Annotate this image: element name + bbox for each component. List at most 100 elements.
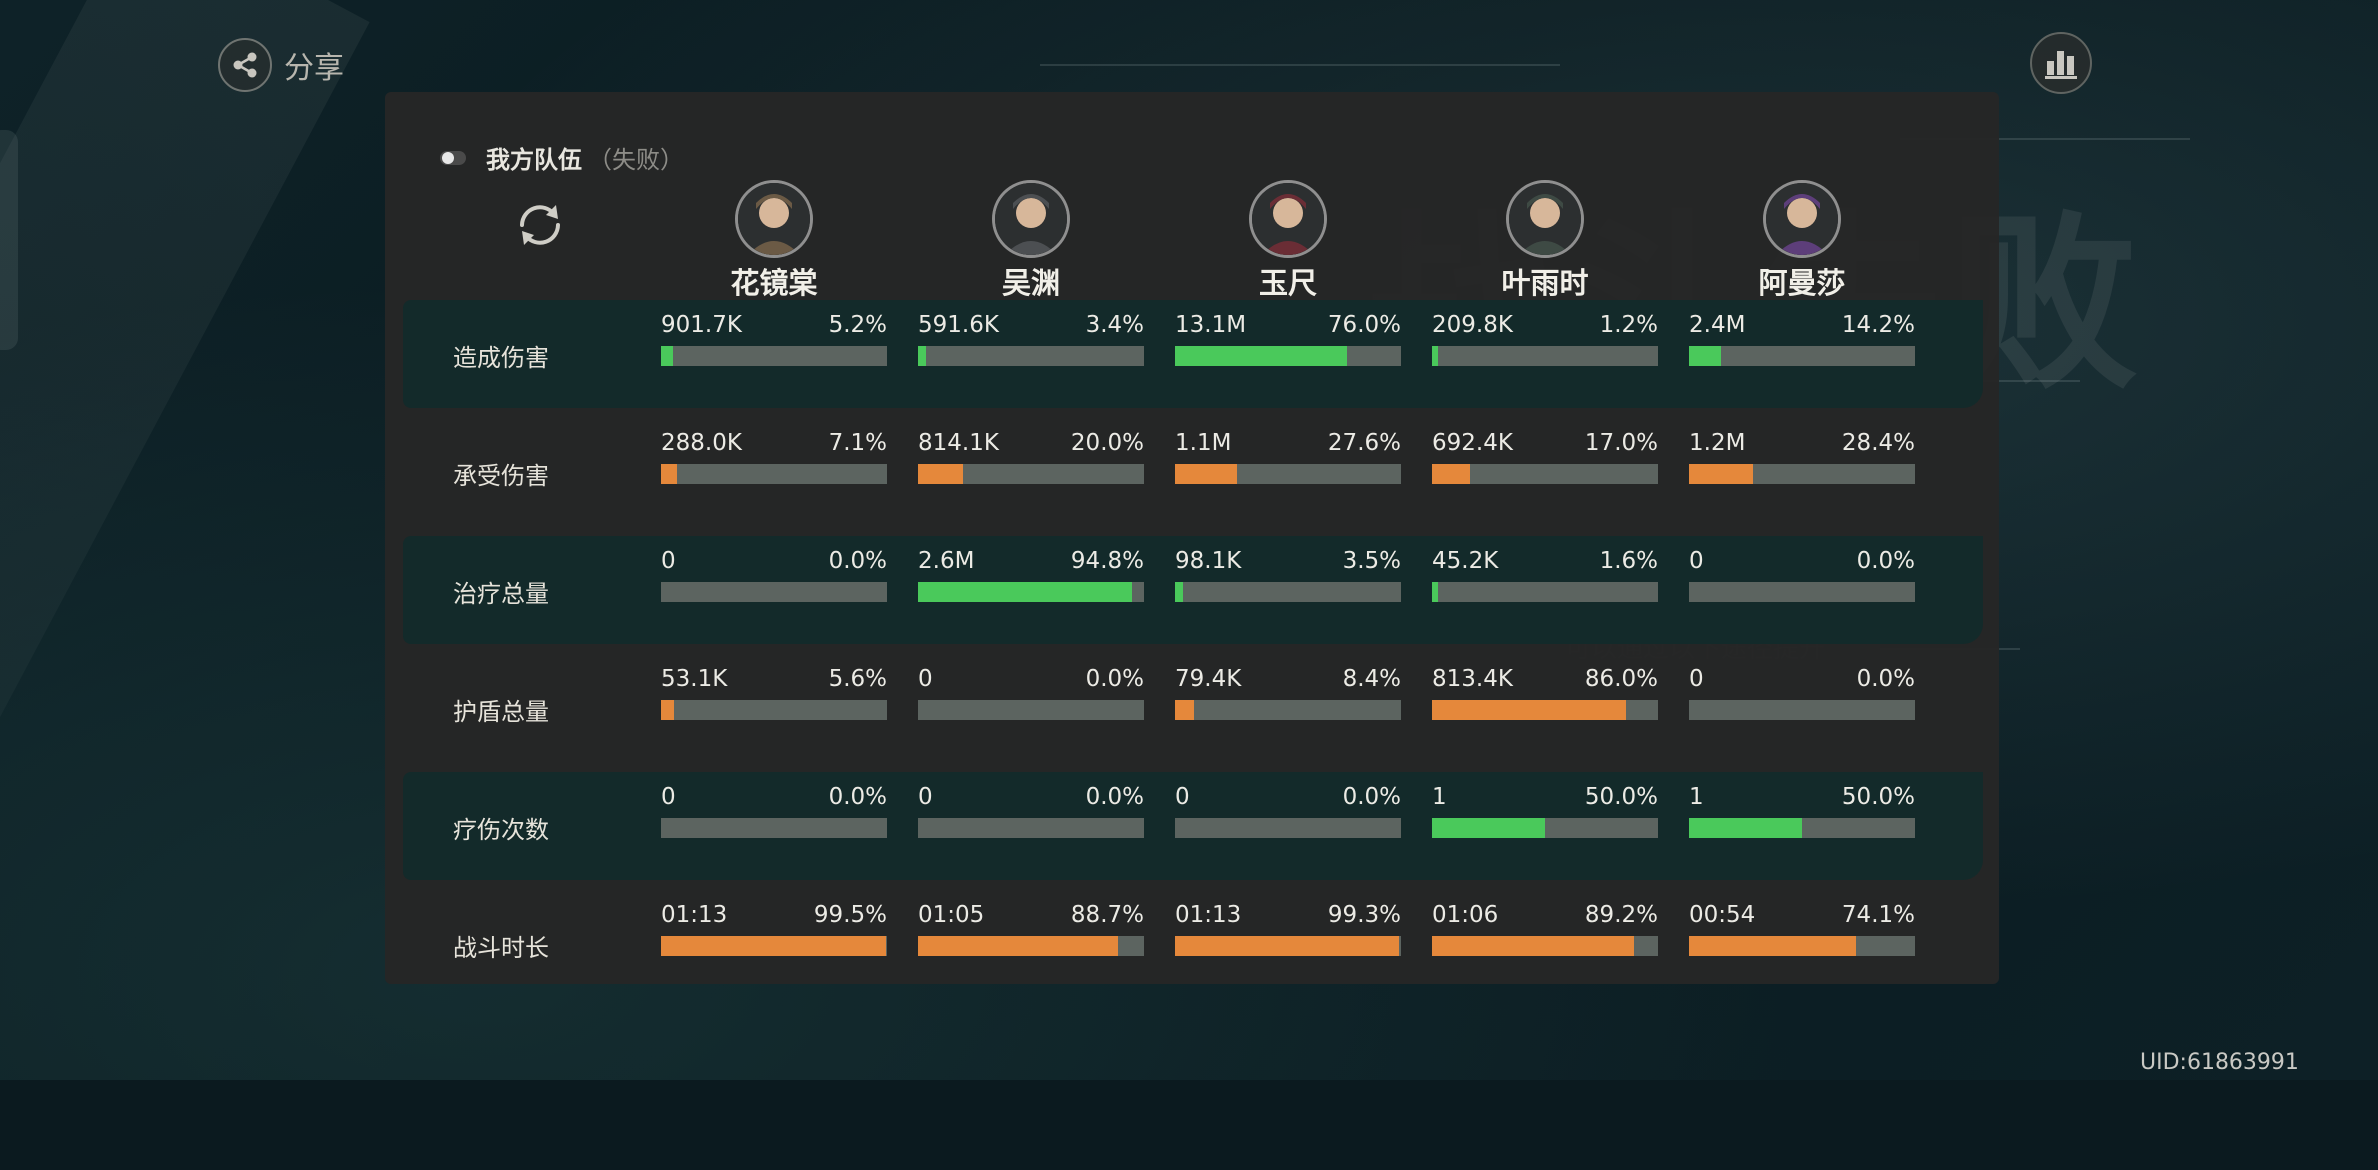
stat-percent: 3.5% (1342, 548, 1401, 574)
hero-column-header[interactable]: 阿曼莎 (1689, 180, 1915, 302)
stat-bar-fill (1175, 582, 1183, 602)
stat-value: 00:54 (1689, 902, 1756, 928)
stat-bar-fill (1432, 582, 1438, 602)
stat-percent: 86.0% (1584, 666, 1658, 692)
bar-chart-icon (2045, 51, 2077, 79)
stat-percent: 14.2% (1841, 312, 1915, 338)
stat-cell: 0 0.0% (1689, 546, 1915, 606)
stat-cell: 2.6M 94.8% (918, 546, 1144, 606)
stat-value: 2.4M (1689, 312, 1746, 338)
stat-value: 53.1K (661, 666, 728, 692)
team-toggle-icon[interactable] (440, 150, 466, 165)
hero-avatar[interactable] (1763, 180, 1841, 258)
stat-value: 813.4K (1432, 666, 1513, 692)
stat-value: 98.1K (1175, 548, 1242, 574)
stat-value: 1.1M (1175, 430, 1232, 456)
stat-bar-track (918, 582, 1144, 602)
stat-cell: 01:13 99.3% (1175, 900, 1401, 960)
share-icon (218, 38, 272, 92)
background-line (1040, 64, 1560, 66)
stat-cell: 288.0K 7.1% (661, 428, 887, 488)
stat-cell: 01:13 99.5% (661, 900, 887, 960)
stat-bar-fill (918, 464, 963, 484)
stat-value: 2.6M (918, 548, 975, 574)
stat-cell: 0 0.0% (661, 782, 887, 842)
stat-percent: 50.0% (1841, 784, 1915, 810)
battle-stats-panel: 我方队伍 （失败） 花镜棠 吴渊 玉尺 叶雨时 阿曼莎 造成伤害 901.7K 5.2% 59… (385, 92, 1999, 984)
stat-cell: 00:54 74.1% (1689, 900, 1915, 960)
hero-avatar[interactable] (1506, 180, 1584, 258)
stat-percent: 88.7% (1070, 902, 1144, 928)
hero-column-header[interactable]: 玉尺 (1175, 180, 1401, 302)
stat-bar-fill (1175, 464, 1237, 484)
stat-percent: 5.6% (828, 666, 887, 692)
hero-avatar[interactable] (735, 180, 813, 258)
stat-label: 疗伤次数 (453, 816, 549, 844)
stat-bar-fill (1689, 346, 1721, 366)
stat-value: 0 (661, 784, 676, 810)
stat-percent: 17.0% (1584, 430, 1658, 456)
stat-cell: 45.2K 1.6% (1432, 546, 1658, 606)
stat-bar-fill (1432, 700, 1626, 720)
stat-row: 治疗总量 0 0.0% 2.6M 94.8% 98.1K 3.5% 45.2K 1.6% 0 0.0… (403, 536, 1983, 644)
stat-row: 疗伤次数 0 0.0% 0 0.0% 0 0.0% 1 50.0% 1 50.0% (403, 772, 1983, 880)
stat-value: 0 (918, 666, 933, 692)
stat-cell: 591.6K 3.4% (918, 310, 1144, 370)
stat-bar-track (1689, 936, 1915, 956)
stat-percent: 27.6% (1327, 430, 1401, 456)
team-name: 我方队伍 (486, 146, 582, 174)
stat-bar-fill (1175, 700, 1194, 720)
stat-percent: 1.2% (1599, 312, 1658, 338)
stat-value: 01:13 (661, 902, 728, 928)
hero-column-header[interactable]: 吴渊 (918, 180, 1144, 302)
stat-value: 45.2K (1432, 548, 1499, 574)
stat-value: 0 (1689, 666, 1704, 692)
refresh-icon (520, 205, 560, 245)
stat-bar-track (918, 818, 1144, 838)
hero-column-header[interactable]: 花镜棠 (661, 180, 887, 302)
stat-bar-track (1432, 818, 1658, 838)
share-button[interactable]: 分享 (218, 38, 344, 92)
stat-bar-track (1432, 936, 1658, 956)
switch-team-button[interactable] (510, 195, 570, 255)
stat-value: 01:05 (918, 902, 985, 928)
stat-percent: 1.6% (1599, 548, 1658, 574)
hero-avatar[interactable] (992, 180, 1070, 258)
stat-cell: 1 50.0% (1432, 782, 1658, 842)
hero-column-header[interactable]: 叶雨时 (1432, 180, 1658, 302)
stats-toggle-button[interactable] (2030, 32, 2092, 94)
hero-name: 叶雨时 (1501, 266, 1589, 300)
stat-label: 造成伤害 (453, 344, 549, 372)
stat-percent: 99.3% (1327, 902, 1401, 928)
stat-label: 战斗时长 (453, 934, 549, 962)
stat-row: 护盾总量 53.1K 5.6% 0 0.0% 79.4K 8.4% 813.4K 86.0% 0 0… (403, 654, 1983, 762)
stat-bar-track (1175, 582, 1401, 602)
side-tab-handle[interactable] (0, 130, 18, 350)
stat-bar-fill (1689, 464, 1753, 484)
stat-value: 0 (1175, 784, 1190, 810)
stat-percent: 20.0% (1070, 430, 1144, 456)
stat-label: 承受伤害 (453, 462, 549, 490)
stat-bar-track (1432, 700, 1658, 720)
hero-name: 花镜棠 (730, 266, 818, 300)
stat-value: 01:06 (1432, 902, 1499, 928)
stat-value: 13.1M (1175, 312, 1247, 338)
hero-avatar[interactable] (1249, 180, 1327, 258)
share-label: 分享 (284, 51, 344, 86)
stat-percent: 8.4% (1342, 666, 1401, 692)
stat-bar-track (661, 346, 887, 366)
stat-value: 814.1K (918, 430, 999, 456)
stat-percent: 7.1% (828, 430, 887, 456)
stat-bar-track (1175, 936, 1401, 956)
stat-value: 901.7K (661, 312, 742, 338)
stat-label: 护盾总量 (453, 698, 549, 726)
stat-bar-track (1432, 346, 1658, 366)
stat-value: 0 (1689, 548, 1704, 574)
stat-percent: 0.0% (828, 548, 887, 574)
stat-bar-track (661, 700, 887, 720)
stat-bar-fill (1175, 936, 1399, 956)
stat-bar-track (1689, 346, 1915, 366)
stat-value: 0 (918, 784, 933, 810)
stat-bar-track (1175, 700, 1401, 720)
stat-cell: 692.4K 17.0% (1432, 428, 1658, 488)
